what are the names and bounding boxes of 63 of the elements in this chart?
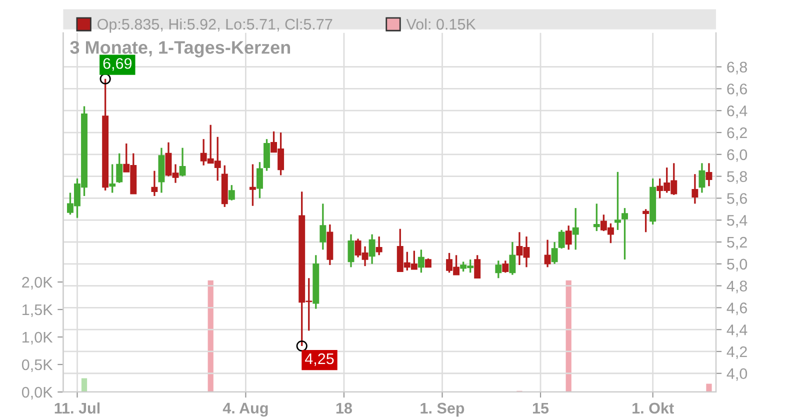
x-tick-label: 11. Jul: [54, 402, 100, 414]
candlestick: [320, 202, 326, 250]
candlestick: [474, 254, 481, 279]
annotation: 6,69: [103, 58, 132, 71]
candlestick: [572, 207, 579, 250]
y2-tick-label: 0,0K: [22, 386, 53, 400]
bar: [566, 280, 572, 392]
candlestick: [418, 248, 424, 274]
y-tick-label: 6,4: [727, 105, 748, 118]
candlestick: [368, 233, 376, 265]
candlestick: [509, 241, 516, 276]
bar: [208, 280, 214, 392]
candlestick: [558, 229, 565, 250]
candlestick: [698, 162, 706, 194]
candlestick: [692, 173, 698, 205]
candlestick: [376, 236, 382, 256]
candlestick: [109, 163, 116, 194]
candlestick: [622, 207, 628, 260]
candlestick: [565, 224, 572, 250]
candlestick: [502, 260, 509, 274]
y-tick-label: 6,6: [727, 84, 747, 96]
candlestick: [179, 147, 186, 178]
candlestick: [544, 238, 551, 268]
x-tick-label: 18: [336, 402, 352, 414]
bar: [706, 384, 712, 392]
candlestick: [228, 184, 235, 202]
candlestick: [593, 202, 600, 232]
y-tick-label: 5,4: [727, 215, 748, 228]
bar: [81, 378, 88, 392]
candlestick: [348, 233, 354, 268]
y2-tick-label: 2,0K: [22, 276, 53, 290]
candlestick: [495, 260, 502, 279]
x-tick-label: 4. Aug: [222, 402, 268, 417]
y-tick-label: 4,6: [726, 302, 747, 316]
y-tick-label: 6,2: [727, 127, 747, 140]
y2-tick-label: 1,0K: [22, 332, 53, 344]
y-tick-label: 6,8: [727, 62, 747, 74]
legend-label: Vol: 0.15K: [406, 18, 476, 30]
candlestick: [706, 162, 712, 187]
x-tick-label: 1. Sep: [420, 402, 464, 417]
y-tick-label: 5,6: [727, 193, 747, 206]
x-tick-label: 1. Okt: [632, 402, 674, 414]
candlestick: [151, 170, 158, 197]
y2-tick-label: 0,5K: [22, 359, 53, 372]
annotation: 4,25: [304, 353, 334, 366]
chart-title: 3 Monate, 1-Tages-Kerzen: [70, 41, 290, 58]
y-tick-label: 5,0: [727, 258, 748, 272]
y-tick-label: 4,4: [726, 324, 748, 338]
y-tick-label: 6,0: [727, 149, 748, 162]
x-tick-label: 15: [532, 402, 549, 414]
candlestick: [249, 163, 256, 207]
candlestick: [551, 241, 558, 265]
y-tick-label: 4,2: [726, 346, 747, 359]
y-tick-label: 4,0: [726, 368, 748, 381]
candlestick: [614, 171, 621, 231]
legend-label: Op:5.835, Hi:5.92, Lo:5.71, Cl:5.77: [98, 18, 332, 33]
y-tick-label: 5,2: [727, 236, 747, 250]
candlestick: [256, 161, 263, 200]
candlestick: [116, 152, 123, 184]
y-tick-label: 4,8: [726, 280, 747, 294]
candlestick: [642, 208, 650, 233]
y-tick-label: 5,8: [727, 171, 747, 184]
y2-tick-label: 1,5K: [22, 304, 53, 317]
